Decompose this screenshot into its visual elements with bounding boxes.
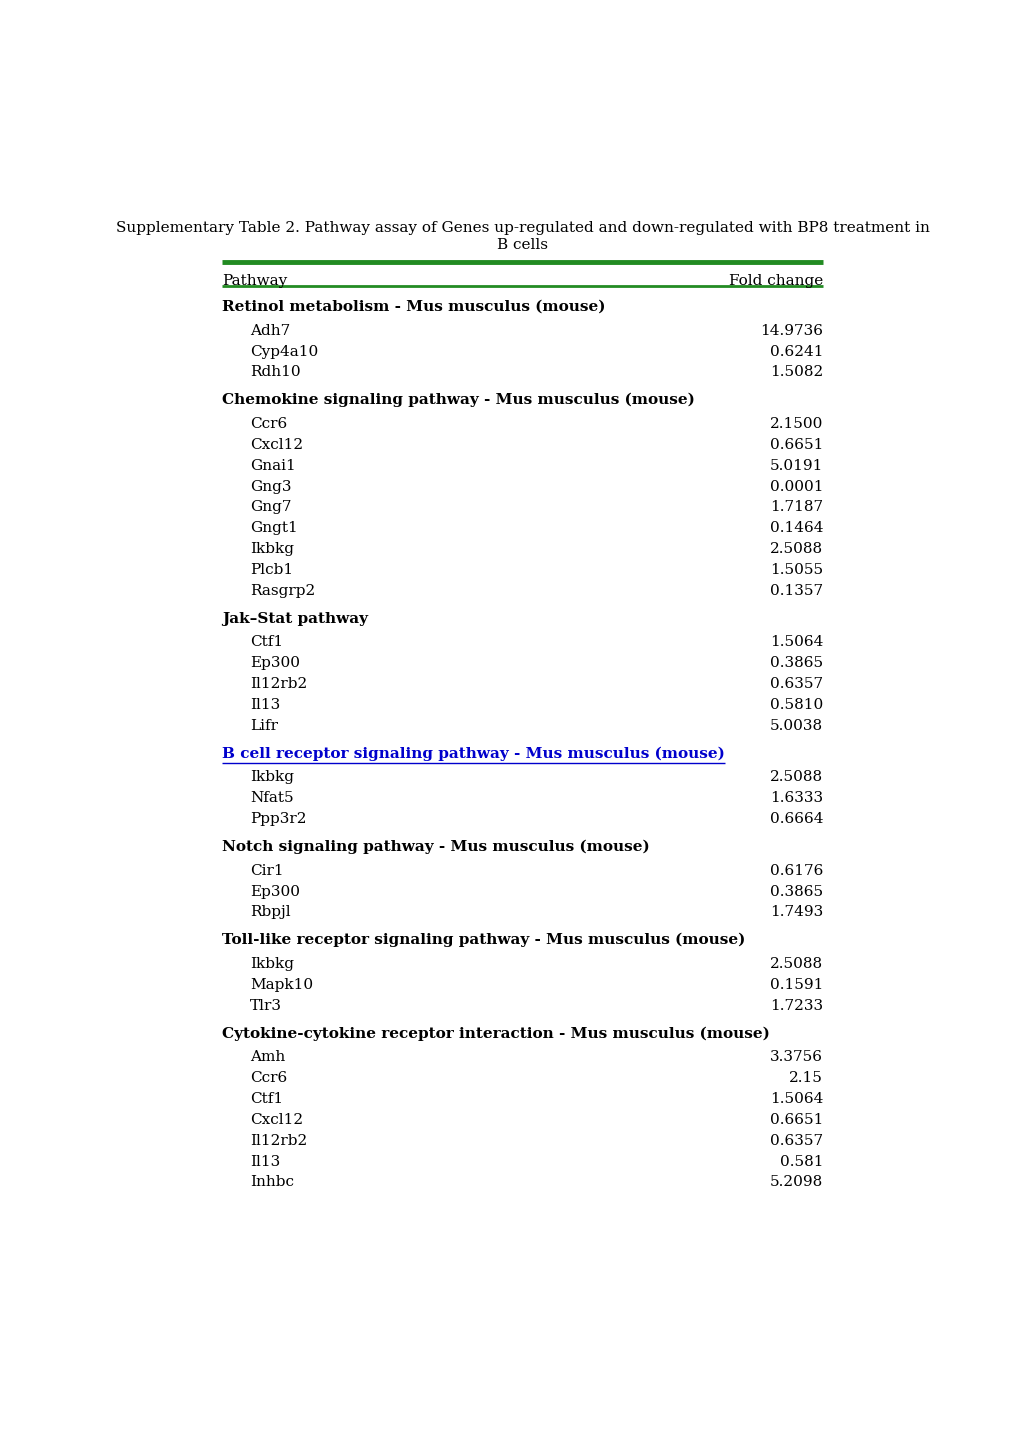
Text: Il13: Il13: [250, 698, 280, 713]
Text: Rasgrp2: Rasgrp2: [250, 584, 315, 597]
Text: Gng7: Gng7: [250, 501, 291, 515]
Text: 0.6176: 0.6176: [769, 864, 822, 877]
Text: 0.6357: 0.6357: [769, 1134, 822, 1147]
Text: Notch signaling pathway - Mus musculus (mouse): Notch signaling pathway - Mus musculus (…: [222, 840, 649, 854]
Point: [216, 755, 228, 772]
Text: 0.5810: 0.5810: [769, 698, 822, 713]
Text: B cells: B cells: [497, 238, 548, 251]
Text: 14.9736: 14.9736: [759, 323, 822, 338]
Text: Fold change: Fold change: [729, 274, 822, 289]
Text: 2.15: 2.15: [789, 1071, 822, 1085]
Text: 0.1464: 0.1464: [769, 521, 822, 535]
Text: 2.1500: 2.1500: [769, 417, 822, 431]
Text: Pathway: Pathway: [222, 274, 287, 289]
Text: Mapk10: Mapk10: [250, 978, 313, 991]
Text: 0.6241: 0.6241: [769, 345, 822, 359]
Text: Gngt1: Gngt1: [250, 521, 298, 535]
Text: Adh7: Adh7: [250, 323, 290, 338]
Text: Chemokine signaling pathway - Mus musculus (mouse): Chemokine signaling pathway - Mus muscul…: [222, 392, 695, 407]
Text: 0.6664: 0.6664: [769, 812, 822, 827]
Text: Ikbkg: Ikbkg: [250, 771, 293, 785]
Text: Cir1: Cir1: [250, 864, 283, 877]
Text: Cyp4a10: Cyp4a10: [250, 345, 318, 359]
Text: 0.581: 0.581: [779, 1154, 822, 1169]
Text: Il12rb2: Il12rb2: [250, 677, 307, 691]
Text: Ctf1: Ctf1: [250, 635, 283, 649]
Text: Ctf1: Ctf1: [250, 1092, 283, 1105]
Text: Ppp3r2: Ppp3r2: [250, 812, 307, 827]
Text: Ep300: Ep300: [250, 885, 300, 899]
Text: 5.0191: 5.0191: [769, 459, 822, 473]
Text: 3.3756: 3.3756: [769, 1051, 822, 1063]
Text: 1.5064: 1.5064: [769, 1092, 822, 1105]
Text: Toll-like receptor signaling pathway - Mus musculus (mouse): Toll-like receptor signaling pathway - M…: [222, 934, 745, 948]
Text: Inhbc: Inhbc: [250, 1176, 293, 1189]
Text: Il12rb2: Il12rb2: [250, 1134, 307, 1147]
Text: Cytokine-cytokine receptor interaction - Mus musculus (mouse): Cytokine-cytokine receptor interaction -…: [222, 1026, 769, 1040]
Text: 2.5088: 2.5088: [769, 543, 822, 556]
Text: 1.6333: 1.6333: [769, 791, 822, 805]
Text: 5.0038: 5.0038: [769, 719, 822, 733]
Text: Ikbkg: Ikbkg: [250, 957, 293, 971]
Point: [816, 254, 828, 271]
Text: Rdh10: Rdh10: [250, 365, 301, 380]
Text: B cell receptor signaling pathway - Mus musculus (mouse): B cell receptor signaling pathway - Mus …: [222, 746, 725, 760]
Text: 0.6357: 0.6357: [769, 677, 822, 691]
Point: [216, 254, 228, 271]
Text: Gng3: Gng3: [250, 479, 291, 494]
Text: 2.5088: 2.5088: [769, 771, 822, 785]
Text: 0.3865: 0.3865: [769, 657, 822, 671]
Text: 0.1591: 0.1591: [769, 978, 822, 991]
Text: 0.3865: 0.3865: [769, 885, 822, 899]
Point: [718, 755, 731, 772]
Text: 0.6651: 0.6651: [769, 437, 822, 452]
Text: Ikbkg: Ikbkg: [250, 543, 293, 556]
Text: Ccr6: Ccr6: [250, 417, 287, 431]
Text: 0.1357: 0.1357: [769, 584, 822, 597]
Text: 1.5064: 1.5064: [769, 635, 822, 649]
Text: Rbpjl: Rbpjl: [250, 906, 290, 919]
Text: 1.5082: 1.5082: [769, 365, 822, 380]
Text: 0.0001: 0.0001: [769, 479, 822, 494]
Text: 2.5088: 2.5088: [769, 957, 822, 971]
Text: 0.6651: 0.6651: [769, 1113, 822, 1127]
Text: Lifr: Lifr: [250, 719, 278, 733]
Text: Ccr6: Ccr6: [250, 1071, 287, 1085]
Text: Supplementary Table 2. Pathway assay of Genes up-regulated and down-regulated wi: Supplementary Table 2. Pathway assay of …: [116, 221, 928, 235]
Text: Amh: Amh: [250, 1051, 285, 1063]
Text: Ep300: Ep300: [250, 657, 300, 671]
Text: Cxcl12: Cxcl12: [250, 437, 303, 452]
Text: Jak–Stat pathway: Jak–Stat pathway: [222, 612, 368, 626]
Text: 1.5055: 1.5055: [769, 563, 822, 577]
Point: [216, 278, 228, 296]
Text: 1.7187: 1.7187: [769, 501, 822, 515]
Text: 1.7233: 1.7233: [769, 999, 822, 1013]
Text: Gnai1: Gnai1: [250, 459, 296, 473]
Text: Nfat5: Nfat5: [250, 791, 293, 805]
Text: Cxcl12: Cxcl12: [250, 1113, 303, 1127]
Text: 5.2098: 5.2098: [769, 1176, 822, 1189]
Text: Tlr3: Tlr3: [250, 999, 281, 1013]
Text: Il13: Il13: [250, 1154, 280, 1169]
Text: 1.7493: 1.7493: [769, 906, 822, 919]
Text: Plcb1: Plcb1: [250, 563, 292, 577]
Text: Retinol metabolism - Mus musculus (mouse): Retinol metabolism - Mus musculus (mouse…: [222, 300, 605, 313]
Point: [816, 278, 828, 296]
